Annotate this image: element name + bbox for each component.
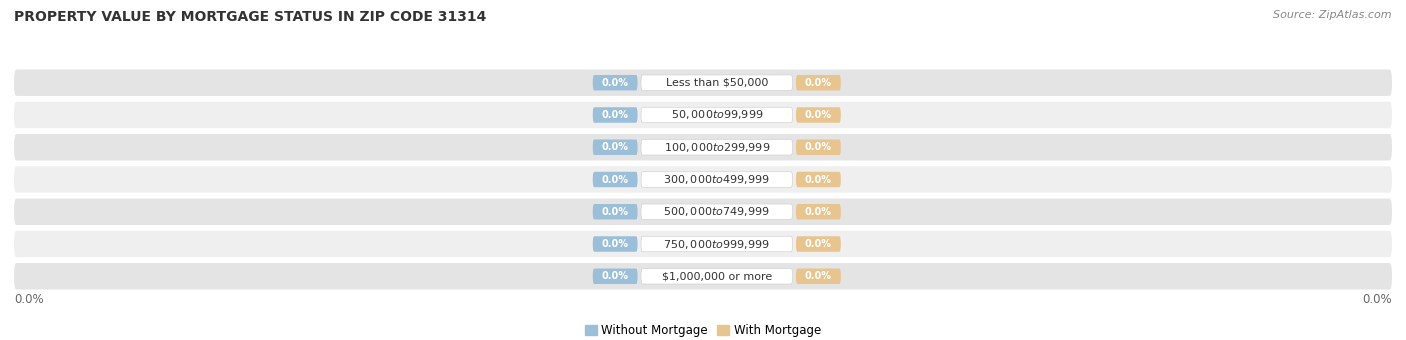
FancyBboxPatch shape	[796, 172, 841, 187]
Text: $1,000,000 or more: $1,000,000 or more	[662, 271, 772, 281]
FancyBboxPatch shape	[796, 204, 841, 220]
Text: 0.0%: 0.0%	[804, 78, 832, 88]
Text: $50,000 to $99,999: $50,000 to $99,999	[671, 108, 763, 121]
Text: $100,000 to $299,999: $100,000 to $299,999	[664, 141, 770, 154]
FancyBboxPatch shape	[593, 172, 637, 187]
FancyBboxPatch shape	[593, 204, 637, 220]
FancyBboxPatch shape	[14, 102, 1392, 128]
Text: $300,000 to $499,999: $300,000 to $499,999	[664, 173, 770, 186]
Text: 0.0%: 0.0%	[602, 174, 628, 185]
FancyBboxPatch shape	[641, 107, 793, 123]
Text: 0.0%: 0.0%	[602, 207, 628, 217]
Text: 0.0%: 0.0%	[602, 239, 628, 249]
Text: 0.0%: 0.0%	[804, 239, 832, 249]
Text: PROPERTY VALUE BY MORTGAGE STATUS IN ZIP CODE 31314: PROPERTY VALUE BY MORTGAGE STATUS IN ZIP…	[14, 10, 486, 24]
Text: 0.0%: 0.0%	[804, 174, 832, 185]
FancyBboxPatch shape	[593, 75, 637, 90]
FancyBboxPatch shape	[14, 199, 1392, 225]
Text: 0.0%: 0.0%	[804, 271, 832, 281]
FancyBboxPatch shape	[641, 139, 793, 155]
FancyBboxPatch shape	[593, 107, 637, 123]
FancyBboxPatch shape	[14, 263, 1392, 289]
FancyBboxPatch shape	[641, 204, 793, 220]
Text: 0.0%: 0.0%	[804, 207, 832, 217]
Text: $500,000 to $749,999: $500,000 to $749,999	[664, 205, 770, 218]
FancyBboxPatch shape	[14, 166, 1392, 193]
Text: 0.0%: 0.0%	[804, 110, 832, 120]
Text: $750,000 to $999,999: $750,000 to $999,999	[664, 238, 770, 251]
FancyBboxPatch shape	[593, 269, 637, 284]
FancyBboxPatch shape	[641, 172, 793, 187]
FancyBboxPatch shape	[796, 269, 841, 284]
Text: Source: ZipAtlas.com: Source: ZipAtlas.com	[1274, 10, 1392, 20]
FancyBboxPatch shape	[796, 236, 841, 252]
Text: 0.0%: 0.0%	[1362, 293, 1392, 306]
FancyBboxPatch shape	[14, 231, 1392, 257]
Text: 0.0%: 0.0%	[602, 110, 628, 120]
FancyBboxPatch shape	[593, 236, 637, 252]
Text: 0.0%: 0.0%	[602, 271, 628, 281]
Text: 0.0%: 0.0%	[804, 142, 832, 152]
FancyBboxPatch shape	[14, 69, 1392, 96]
Text: 0.0%: 0.0%	[602, 142, 628, 152]
Text: 0.0%: 0.0%	[602, 78, 628, 88]
FancyBboxPatch shape	[641, 236, 793, 252]
FancyBboxPatch shape	[641, 269, 793, 284]
Text: 0.0%: 0.0%	[14, 293, 44, 306]
FancyBboxPatch shape	[14, 134, 1392, 160]
Legend: Without Mortgage, With Mortgage: Without Mortgage, With Mortgage	[581, 319, 825, 340]
FancyBboxPatch shape	[641, 75, 793, 90]
Text: Less than $50,000: Less than $50,000	[665, 78, 768, 88]
FancyBboxPatch shape	[796, 139, 841, 155]
FancyBboxPatch shape	[796, 75, 841, 90]
FancyBboxPatch shape	[593, 139, 637, 155]
FancyBboxPatch shape	[796, 107, 841, 123]
